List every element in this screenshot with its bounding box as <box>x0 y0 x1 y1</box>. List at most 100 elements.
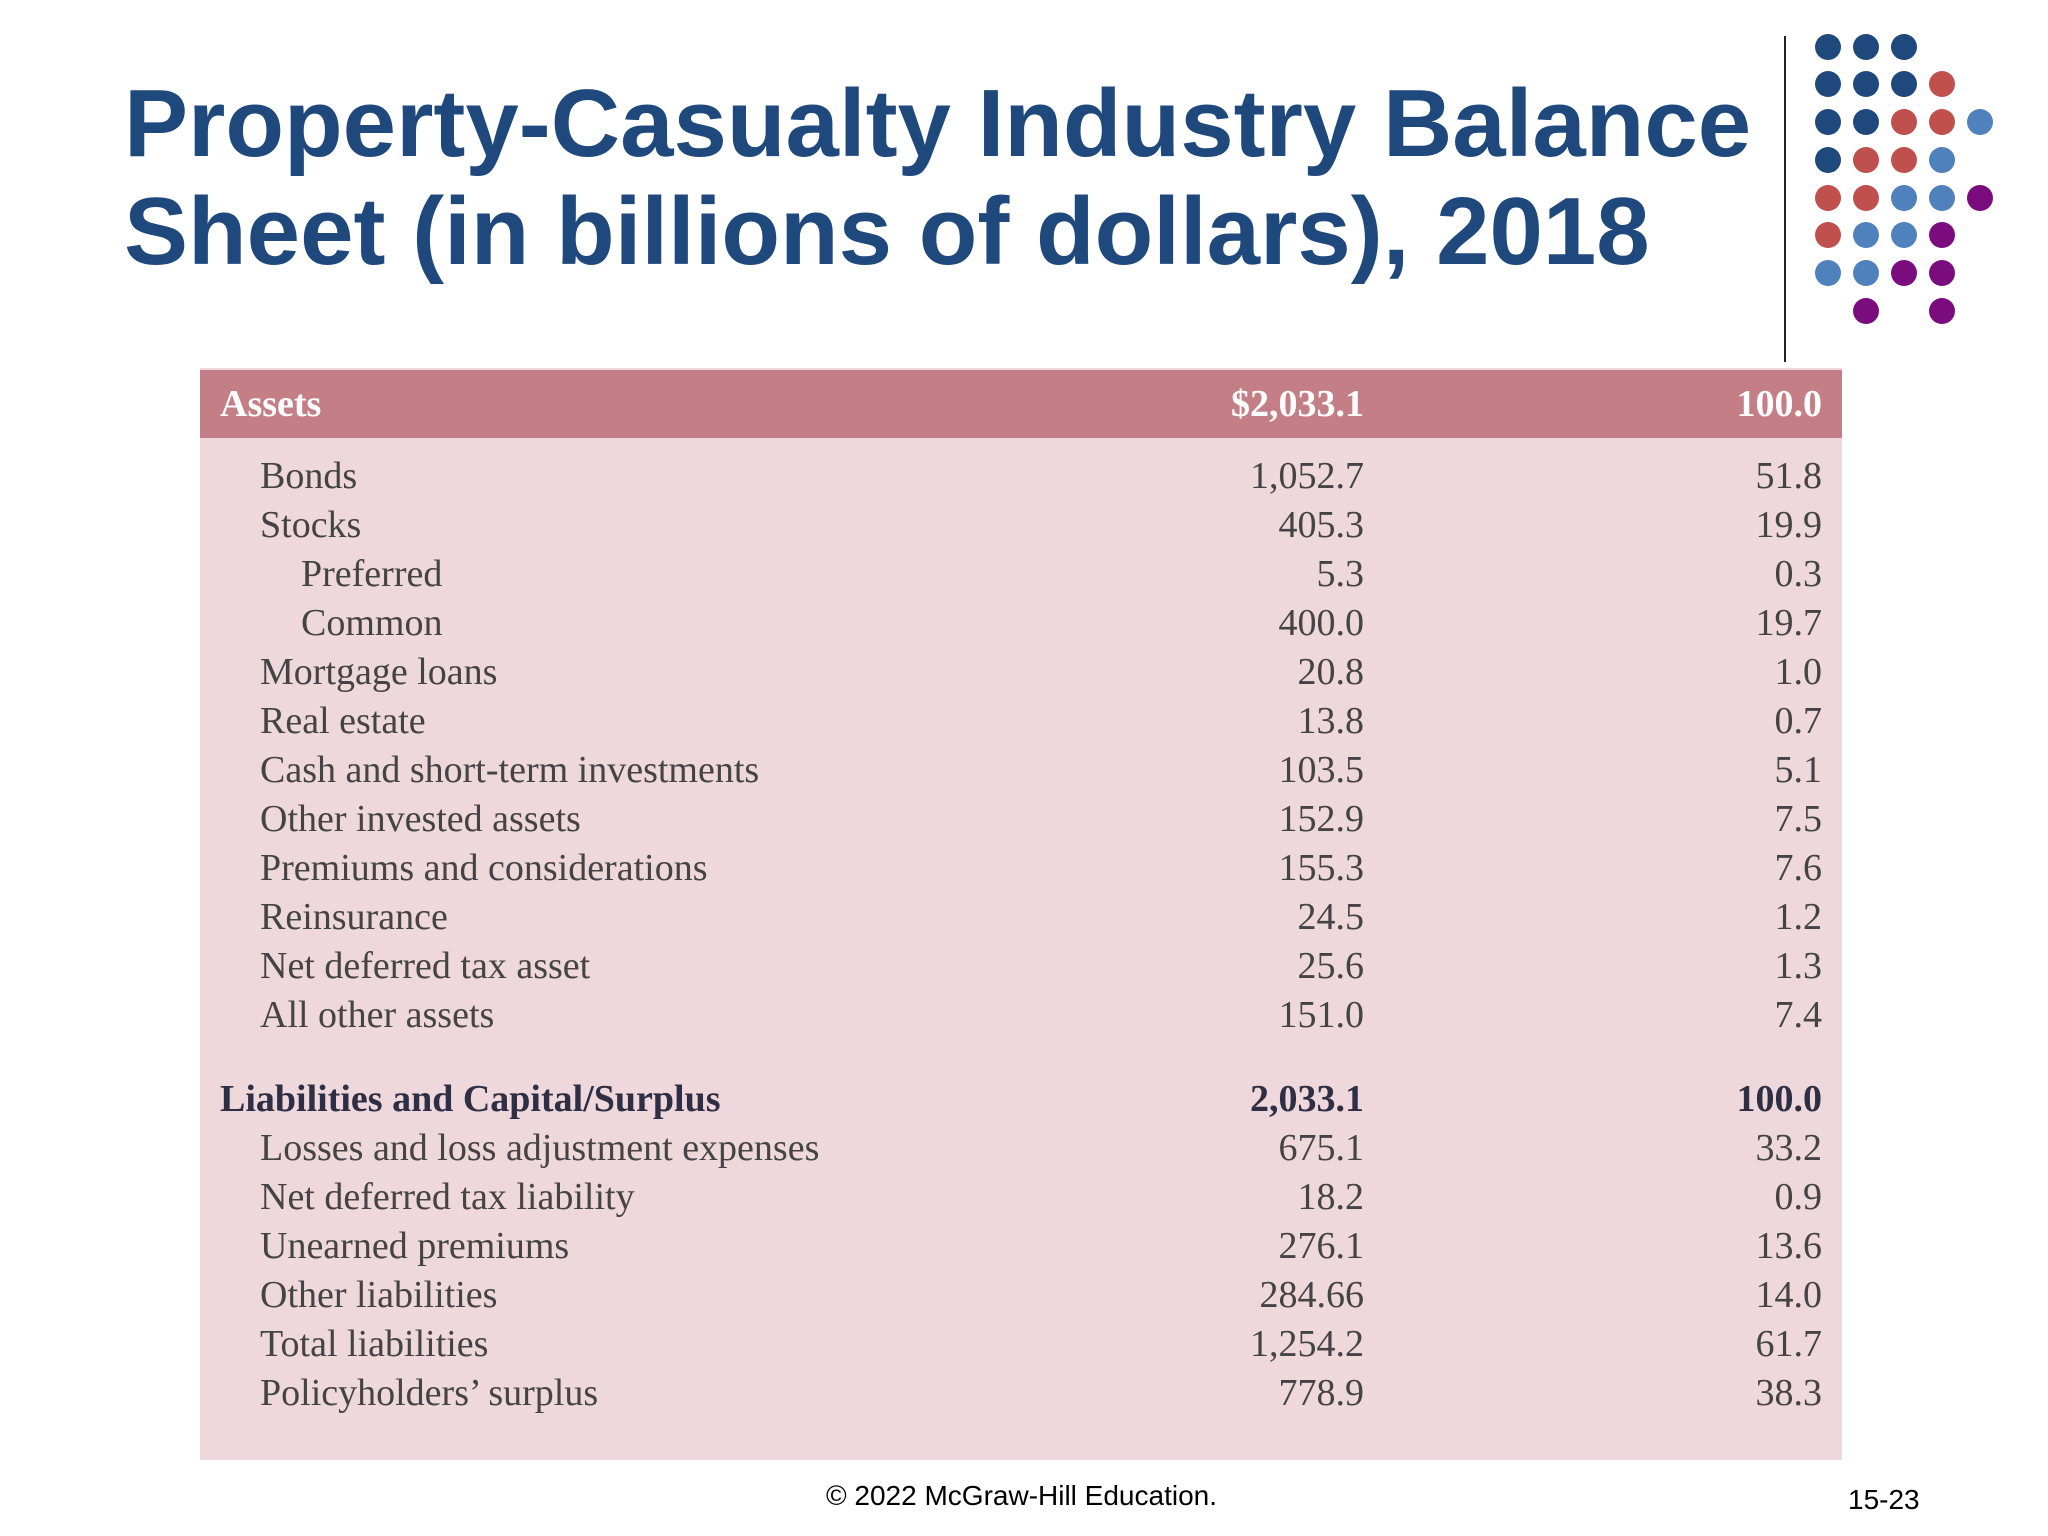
slide-title-line-1: Property-Casualty Industry Balance <box>124 70 1752 177</box>
row-percent: 0.9 <box>1774 1176 1823 1218</box>
copyright-footer: © 2022 McGraw-Hill Education. <box>826 1480 1218 1511</box>
table-row: Net deferred tax asset 25.6 1.3 <box>200 940 1842 989</box>
decorative-dot <box>1929 260 1955 286</box>
row-percent: 13.6 <box>1755 1225 1823 1267</box>
table-row: Total liabilities 1,254.2 61.7 <box>200 1318 1842 1367</box>
row-percent: 33.2 <box>1755 1127 1823 1169</box>
assets-header-percent: 100.0 <box>1736 383 1823 425</box>
row-percent: 61.7 <box>1755 1323 1823 1365</box>
row-label: Net deferred tax liability <box>260 1176 635 1218</box>
decorative-dot <box>1929 109 1955 135</box>
row-label: Real estate <box>260 700 426 742</box>
decorative-dot <box>1853 260 1879 286</box>
decorative-dot <box>1929 185 1955 211</box>
row-label: Policyholders’ surplus <box>260 1372 599 1414</box>
row-value: 13.8 <box>1297 700 1365 742</box>
decorative-dot <box>1967 109 1993 135</box>
row-value: 151.0 <box>1278 994 1365 1036</box>
row-value: 25.6 <box>1297 945 1365 987</box>
table-row: Preferred 5.3 0.3 <box>200 548 1842 597</box>
row-value: 778.9 <box>1278 1372 1365 1414</box>
row-percent: 1.2 <box>1774 896 1823 938</box>
row-value: 152.9 <box>1278 798 1365 840</box>
row-percent: 5.1 <box>1774 749 1823 791</box>
row-value: 5.3 <box>1316 553 1365 595</box>
row-value: 1,254.2 <box>1250 1323 1364 1365</box>
slide-title-line-2: Sheet (in billions of dollars), 2018 <box>124 178 1650 285</box>
liabilities-header-value: 2,033.1 <box>1250 1078 1364 1120</box>
decorative-dot <box>1815 147 1841 173</box>
row-percent: 14.0 <box>1755 1274 1823 1316</box>
row-label: Mortgage loans <box>260 651 498 693</box>
decorative-dot <box>1929 222 1955 248</box>
decorative-dot <box>1967 185 1993 211</box>
row-value: 276.1 <box>1278 1225 1365 1267</box>
row-label: Bonds <box>260 455 358 497</box>
decorative-dot <box>1891 222 1917 248</box>
table-row: Bonds 1,052.7 51.8 <box>200 450 1842 499</box>
row-value: 400.0 <box>1278 602 1365 644</box>
row-label: All other assets <box>260 994 495 1036</box>
row-value: 1,052.7 <box>1250 455 1364 497</box>
decorative-dot <box>1853 109 1879 135</box>
row-value: 24.5 <box>1297 896 1365 938</box>
decorative-dot <box>1853 71 1879 97</box>
row-label: Total liabilities <box>260 1323 489 1365</box>
row-label: Stocks <box>260 504 362 546</box>
table-row: Reinsurance 24.5 1.2 <box>200 891 1842 940</box>
row-percent: 0.7 <box>1774 700 1823 742</box>
liabilities-header-percent: 100.0 <box>1736 1078 1823 1120</box>
row-percent: 38.3 <box>1755 1372 1823 1414</box>
decorative-dot <box>1891 185 1917 211</box>
row-label: Premiums and considerations <box>260 847 708 889</box>
row-percent: 0.3 <box>1774 553 1823 595</box>
table-row: Real estate 13.8 0.7 <box>200 695 1842 744</box>
row-label: Cash and short-term investments <box>260 749 760 791</box>
decorative-dot <box>1853 34 1879 60</box>
decorative-dot <box>1929 71 1955 97</box>
decorative-dot <box>1815 222 1841 248</box>
decorative-dot <box>1815 185 1841 211</box>
decorative-dot <box>1853 298 1879 324</box>
table-row: Net deferred tax liability 18.2 0.9 <box>200 1171 1842 1220</box>
decorative-dot-grid <box>0 0 2048 360</box>
row-label: Unearned premiums <box>260 1225 570 1267</box>
slide-page-number: 15-23 <box>1848 1484 1920 1515</box>
table-row: Other invested assets 152.9 7.5 <box>200 793 1842 842</box>
table-row: Premiums and considerations 155.3 7.6 <box>200 842 1842 891</box>
table-row: Stocks 405.3 19.9 <box>200 499 1842 548</box>
decorative-dot <box>1891 147 1917 173</box>
decorative-dot <box>1891 34 1917 60</box>
decorative-dot <box>1853 185 1879 211</box>
decorative-dot <box>1815 71 1841 97</box>
balance-sheet-table: Assets $2,033.1 100.0 Bonds 1,052.7 51.8… <box>200 368 1842 1460</box>
assets-header-label: Assets <box>220 383 322 425</box>
row-label: Reinsurance <box>260 896 448 938</box>
row-value: 103.5 <box>1278 749 1365 791</box>
table-row: Unearned premiums 276.1 13.6 <box>200 1220 1842 1269</box>
row-percent: 1.3 <box>1774 945 1823 987</box>
table-row: Common 400.0 19.7 <box>200 597 1842 646</box>
table-row: Mortgage loans 20.8 1.0 <box>200 646 1842 695</box>
row-value: 405.3 <box>1278 504 1365 546</box>
liabilities-header-label: Liabilities and Capital/Surplus <box>220 1078 721 1120</box>
decorative-dot <box>1891 71 1917 97</box>
row-label: Losses and loss adjustment expenses <box>260 1127 820 1169</box>
assets-header-value: $2,033.1 <box>1231 383 1364 425</box>
decorative-dot <box>1815 109 1841 135</box>
liabilities-header-row: Liabilities and Capital/Surplus 2,033.1 … <box>200 1073 1842 1122</box>
row-label: Net deferred tax asset <box>260 945 591 987</box>
row-percent: 19.7 <box>1755 602 1823 644</box>
row-label: Preferred <box>301 553 443 595</box>
table-row: Policyholders’ surplus 778.9 38.3 <box>200 1367 1842 1416</box>
row-label: Other invested assets <box>260 798 581 840</box>
row-percent: 51.8 <box>1755 455 1823 497</box>
row-percent: 1.0 <box>1774 651 1823 693</box>
row-percent: 7.6 <box>1774 847 1823 889</box>
decorative-dot <box>1853 147 1879 173</box>
decorative-dot <box>1891 260 1917 286</box>
row-value: 20.8 <box>1297 651 1365 693</box>
decorative-dot <box>1929 147 1955 173</box>
row-label: Common <box>301 602 443 644</box>
row-value: 18.2 <box>1297 1176 1365 1218</box>
